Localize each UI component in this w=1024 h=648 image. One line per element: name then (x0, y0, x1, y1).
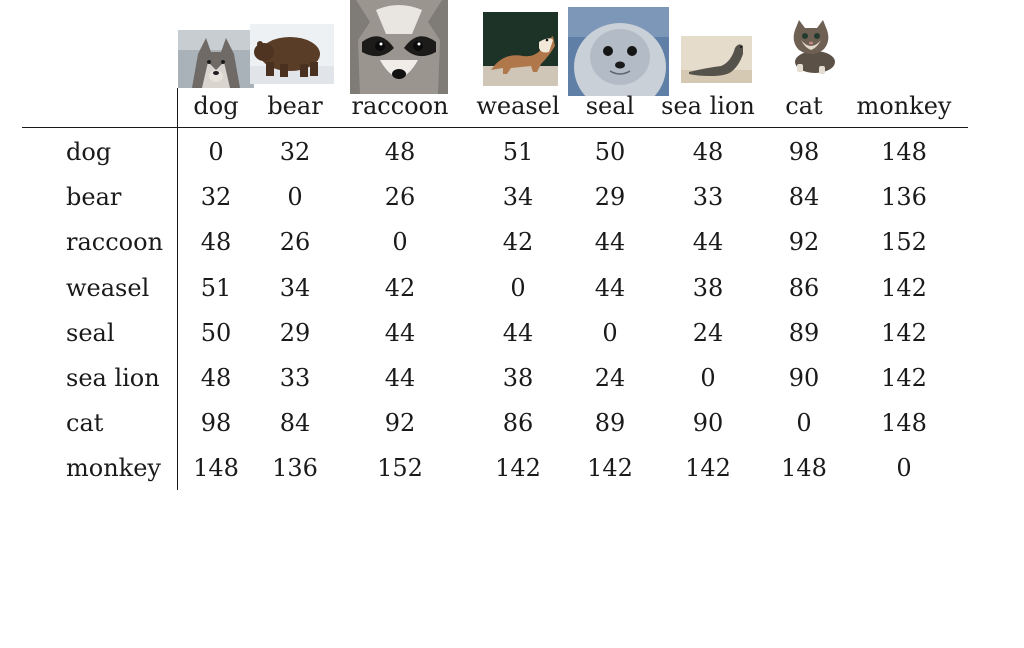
table-cell: 148 (881, 138, 927, 166)
table-cell: 152 (881, 228, 927, 256)
table-cell: 32 (200, 183, 232, 211)
table-cell: 98 (788, 138, 820, 166)
row-label: cat (66, 409, 104, 437)
table-cell: 98 (200, 409, 232, 437)
table-cell: 148 (193, 454, 239, 482)
table-cell: 0 (510, 274, 526, 302)
table-cell: 44 (384, 364, 416, 392)
table-cell: 26 (279, 228, 311, 256)
table-cell: 86 (502, 409, 534, 437)
table-cell: 24 (594, 364, 626, 392)
table-cell: 32 (279, 138, 311, 166)
row-label: weasel (66, 274, 150, 302)
table-cell: 42 (502, 228, 534, 256)
table-cell: 34 (502, 183, 534, 211)
sea-lion-photo (681, 36, 752, 83)
table-cell: 48 (384, 138, 416, 166)
table-cell: 50 (594, 138, 626, 166)
column-header-sea-lion: sea lion (661, 92, 755, 120)
column-header-dog: dog (193, 92, 239, 120)
column-header-seal: seal (585, 92, 635, 120)
table-cell: 142 (587, 454, 633, 482)
row-label: bear (66, 183, 122, 211)
table-cell: 0 (700, 364, 716, 392)
table-cell: 89 (594, 409, 626, 437)
table-cell: 86 (788, 274, 820, 302)
table-cell: 0 (796, 409, 812, 437)
table-cell: 48 (692, 138, 724, 166)
table-cell: 44 (502, 319, 534, 347)
table-cell: 136 (272, 454, 318, 482)
row-label: raccoon (66, 228, 164, 256)
table-cell: 136 (881, 183, 927, 211)
table-cell: 89 (788, 319, 820, 347)
column-header-weasel: weasel (476, 92, 560, 120)
table-cell: 42 (384, 274, 416, 302)
table-cell: 50 (200, 319, 232, 347)
table-cell: 148 (781, 454, 827, 482)
header-rule (22, 127, 968, 128)
table-cell: 44 (384, 319, 416, 347)
table-cell: 0 (602, 319, 618, 347)
wolf-photo (178, 30, 254, 88)
weasel-photo (483, 12, 558, 86)
table-cell: 38 (502, 364, 534, 392)
table-cell: 38 (692, 274, 724, 302)
seal-photo (568, 7, 669, 96)
column-header-monkey: monkey (856, 92, 952, 120)
table-cell: 44 (594, 228, 626, 256)
raccoon-photo (350, 0, 448, 94)
table-cell: 142 (495, 454, 541, 482)
row-label-rule (177, 88, 178, 490)
table-cell: 51 (502, 138, 534, 166)
table-cell: 152 (377, 454, 423, 482)
column-header-raccoon: raccoon (351, 92, 449, 120)
table-cell: 0 (287, 183, 303, 211)
table-cell: 142 (881, 364, 927, 392)
table-cell: 26 (384, 183, 416, 211)
table-cell: 24 (692, 319, 724, 347)
table-cell: 29 (279, 319, 311, 347)
row-label: monkey (66, 454, 161, 482)
table-cell: 92 (788, 228, 820, 256)
table-cell: 84 (788, 183, 820, 211)
table-cell: 142 (685, 454, 731, 482)
table-cell: 142 (881, 319, 927, 347)
column-header-cat: cat (785, 92, 823, 120)
table-cell: 90 (692, 409, 724, 437)
table-cell: 48 (200, 228, 232, 256)
table-cell: 0 (896, 454, 912, 482)
row-label: sea lion (66, 364, 160, 392)
bear-photo (250, 24, 334, 84)
table-cell: 34 (279, 274, 311, 302)
row-label: seal (66, 319, 115, 347)
column-header-bear: bear (267, 92, 323, 120)
table-cell: 90 (788, 364, 820, 392)
table-cell: 0 (392, 228, 408, 256)
table-cell: 44 (692, 228, 724, 256)
table-cell: 51 (200, 274, 232, 302)
table-cell: 148 (881, 409, 927, 437)
table-cell: 48 (200, 364, 232, 392)
table-cell: 33 (692, 183, 724, 211)
table-cell: 29 (594, 183, 626, 211)
table-cell: 84 (279, 409, 311, 437)
table-cell: 142 (881, 274, 927, 302)
table-cell: 44 (594, 274, 626, 302)
row-label: dog (66, 138, 112, 166)
table-cell: 0 (208, 138, 224, 166)
kitten-photo (783, 16, 841, 76)
table-cell: 92 (384, 409, 416, 437)
table-cell: 33 (279, 364, 311, 392)
